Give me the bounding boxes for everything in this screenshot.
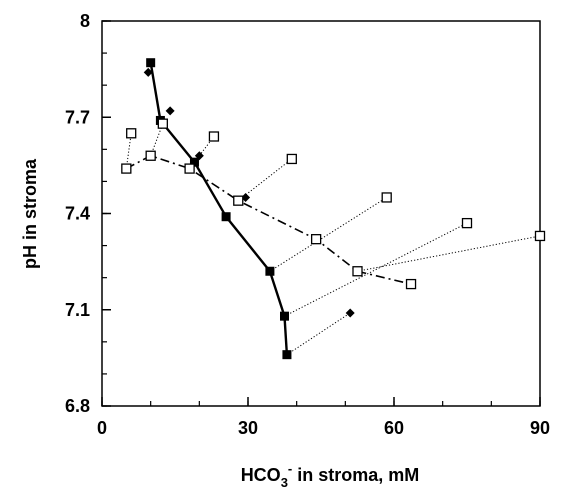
y-axis-label: pH in stroma — [20, 158, 40, 269]
data-markers — [121, 58, 546, 360]
x-axis-label-rest: in stroma, mM — [292, 465, 419, 485]
connector-line — [150, 123, 164, 156]
x-tick-label: 0 — [97, 418, 107, 438]
connector-line — [284, 222, 468, 317]
open-square-marker — [286, 153, 297, 165]
open-square-marker — [352, 266, 363, 277]
series-line-dash-dot — [125, 154, 412, 285]
filled-square-marker — [265, 266, 275, 276]
open-square-marker — [157, 118, 168, 129]
connector-line — [125, 133, 132, 169]
filled-square-marker — [280, 311, 289, 321]
open-square-marker — [534, 230, 546, 242]
filled-square-marker — [146, 58, 156, 68]
connector-lines — [125, 123, 541, 356]
filled-diamond-marker — [194, 151, 204, 161]
connector-line — [286, 312, 351, 356]
open-square-marker — [145, 150, 156, 161]
x-axis-label: HCO3- in stroma, mM — [241, 461, 420, 490]
x-axis-label-subscript: 3 — [281, 475, 288, 490]
y-tick-label: 7.7 — [65, 107, 90, 127]
connector-line — [357, 235, 541, 272]
x-axis-label-base: HCO — [241, 465, 281, 485]
x-tick-label: 60 — [384, 418, 404, 438]
open-square-marker — [461, 217, 473, 229]
y-tick-label: 7.4 — [65, 204, 90, 224]
axis-ticks: 0 30 60 90 6.8 7.1 7.4 7.7 8 — [65, 11, 550, 438]
filled-diamond-marker — [345, 308, 355, 318]
plot-border — [101, 20, 541, 407]
filled-diamond-marker — [143, 67, 153, 77]
open-square-marker — [208, 131, 220, 142]
x-tick-label: 90 — [530, 418, 550, 438]
series-line-solid — [149, 62, 289, 355]
open-square-marker — [184, 163, 195, 174]
x-axis-label-superscript: - — [288, 461, 292, 476]
y-tick-label: 6.8 — [65, 396, 90, 416]
filled-square-marker — [221, 212, 231, 222]
plot-frame — [101, 20, 541, 407]
filled-square-marker — [282, 350, 292, 360]
open-square-marker — [381, 192, 392, 203]
connector-line — [269, 197, 387, 272]
y-tick-label: 8 — [80, 11, 90, 31]
open-square-marker — [233, 195, 244, 206]
x-tick-label: 30 — [238, 418, 258, 438]
open-square-marker — [126, 128, 137, 139]
series-lines — [125, 62, 412, 355]
filled-square-marker — [189, 157, 199, 167]
open-square-marker — [310, 234, 322, 245]
open-square-marker — [405, 278, 417, 290]
open-square-marker — [121, 163, 132, 174]
filled-diamond-marker — [165, 106, 175, 116]
y-tick-label: 7.1 — [65, 300, 90, 320]
